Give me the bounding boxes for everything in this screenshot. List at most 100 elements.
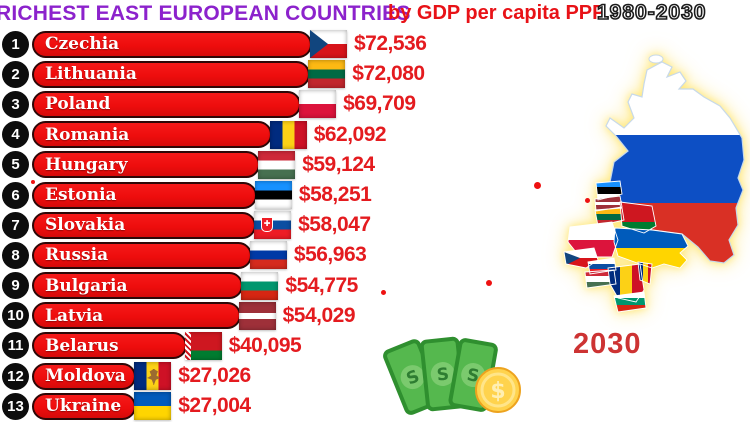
- bar-poland: Poland: [32, 90, 302, 118]
- table-row: 1 Czechia $72,536: [0, 29, 560, 59]
- table-row: 6 Estonia $58,251: [0, 180, 560, 210]
- value-label: $59,124: [302, 152, 375, 176]
- country-label: Czechia: [45, 34, 120, 55]
- value-label: $58,047: [298, 213, 371, 237]
- value-label: $54,029: [282, 303, 356, 327]
- cash-icon: S S S $: [383, 336, 521, 415]
- bar-latvia: Latvia: [32, 302, 241, 330]
- latvia-flag-icon: [238, 301, 276, 330]
- map-island: [648, 54, 664, 64]
- svg-text:S: S: [436, 364, 450, 385]
- bar-bulgaria: Bulgaria: [32, 272, 244, 300]
- bar-ukraine: Ukraine: [32, 392, 137, 420]
- table-row: 2 Lithuania $72,080: [0, 59, 560, 89]
- map-country-moldova: [638, 262, 652, 284]
- country-label: Russia: [45, 245, 109, 266]
- page-subtitle: by GDP per capita PPP: [388, 2, 606, 24]
- table-row: 11 Belarus $40,095: [0, 331, 560, 361]
- current-year-label: 2030: [573, 328, 642, 360]
- lithuania-flag-icon: [308, 60, 346, 89]
- value-label: $69,709: [343, 92, 416, 116]
- value-label: $72,536: [354, 32, 427, 56]
- map-borders: [563, 180, 689, 313]
- value-label: $58,251: [298, 183, 372, 207]
- map-coastline: [605, 61, 745, 264]
- rank-badge: 11: [2, 332, 29, 360]
- period-range: 1980-2030: [596, 0, 707, 25]
- svg-text:$: $: [490, 379, 505, 404]
- rank-badge: 10: [2, 302, 29, 330]
- table-row: 7 Slovakia $58,047: [0, 210, 560, 240]
- rank-badge: 7: [2, 211, 29, 239]
- map-country-latvia: [595, 196, 622, 211]
- rank-badge: 13: [2, 392, 29, 420]
- belarus-flag-icon: [184, 331, 222, 360]
- estonia-flag-icon: [254, 181, 292, 210]
- bar-russia: Russia: [32, 241, 252, 269]
- particle-dot: [585, 198, 590, 203]
- table-row: 13 Ukraine $27,004: [0, 391, 560, 421]
- russia-flag-icon: [249, 241, 287, 270]
- page-title: RICHEST EAST EUROPEAN COUNTRIES: [0, 2, 411, 25]
- rank-badge: 9: [2, 272, 29, 300]
- poland-flag-icon: [299, 90, 337, 119]
- bar-czechia: Czechia: [32, 30, 312, 58]
- value-label: $27,004: [178, 394, 251, 418]
- country-label: Belarus: [45, 335, 119, 356]
- value-label: $56,963: [293, 243, 367, 267]
- value-label: $27,026: [178, 364, 251, 388]
- country-label: Moldova: [45, 366, 126, 387]
- value-label: $54,775: [285, 273, 358, 297]
- bar-estonia: Estonia: [32, 181, 257, 209]
- country-label: Poland: [45, 94, 111, 115]
- value-label: $72,080: [352, 62, 425, 86]
- table-row: 8 Russia $56,963: [0, 240, 560, 270]
- bar-belarus: Belarus: [32, 332, 187, 360]
- hungary-flag-icon: [258, 150, 296, 179]
- table-row: 5 Hungary $59,124: [0, 150, 560, 180]
- header: RICHEST EAST EUROPEAN COUNTRIES by GDP p…: [0, 0, 750, 29]
- czechia-flag-icon: [310, 30, 347, 59]
- dollar-coin-icon: $: [475, 367, 521, 413]
- bulgaria-flag-icon: [241, 271, 279, 300]
- country-label: Hungary: [45, 154, 128, 175]
- particle-dot: [486, 280, 492, 286]
- table-row: 9 Bulgaria $54,775: [0, 271, 560, 301]
- country-label: Bulgaria: [45, 275, 128, 296]
- country-label: Lithuania: [45, 64, 137, 85]
- particle-dot: [534, 182, 541, 189]
- table-row: 3 Poland $69,709: [0, 89, 560, 119]
- bar-slovakia: Slovakia: [32, 211, 257, 239]
- particle-dot: [31, 180, 35, 184]
- money-illustration: S S S $: [383, 328, 523, 422]
- country-label: Ukraine: [45, 396, 122, 417]
- rank-badge: 8: [2, 241, 29, 269]
- table-row: 4 Romania $62,092: [0, 120, 560, 150]
- bar-hungary: Hungary: [32, 151, 261, 179]
- table-row: 12 Moldova $27,026: [0, 361, 560, 391]
- ranking-list: 1 Czechia $72,536 2 Lithuania $72,080 3 …: [0, 29, 560, 421]
- value-label: $40,095: [228, 333, 302, 357]
- map-country-czechia: [564, 248, 598, 268]
- rank-badge: 5: [2, 151, 29, 179]
- romania-flag-icon: [269, 120, 307, 149]
- rank-badge: 12: [2, 362, 29, 390]
- country-label: Slovakia: [45, 215, 126, 236]
- bar-romania: Romania: [32, 121, 272, 149]
- country-label: Estonia: [45, 185, 117, 206]
- map-svg: [563, 54, 745, 313]
- slovakia-flag-icon: [254, 211, 292, 240]
- rank-badge: 6: [2, 181, 29, 209]
- bar-moldova: Moldova: [32, 362, 137, 390]
- bar-lithuania: Lithuania: [32, 60, 311, 88]
- moldova-flag-icon: [134, 362, 172, 391]
- ukraine-flag-icon: [134, 392, 172, 421]
- particle-dot: [381, 290, 386, 295]
- map-country-hungary: [585, 270, 616, 288]
- map-country-russia: [606, 62, 744, 263]
- rank-badge: 3: [2, 90, 29, 118]
- map-country-bulgaria: [614, 292, 646, 312]
- value-label: $62,092: [313, 122, 387, 146]
- country-label: Latvia: [45, 305, 104, 326]
- east-europe-flag-map: [552, 50, 750, 320]
